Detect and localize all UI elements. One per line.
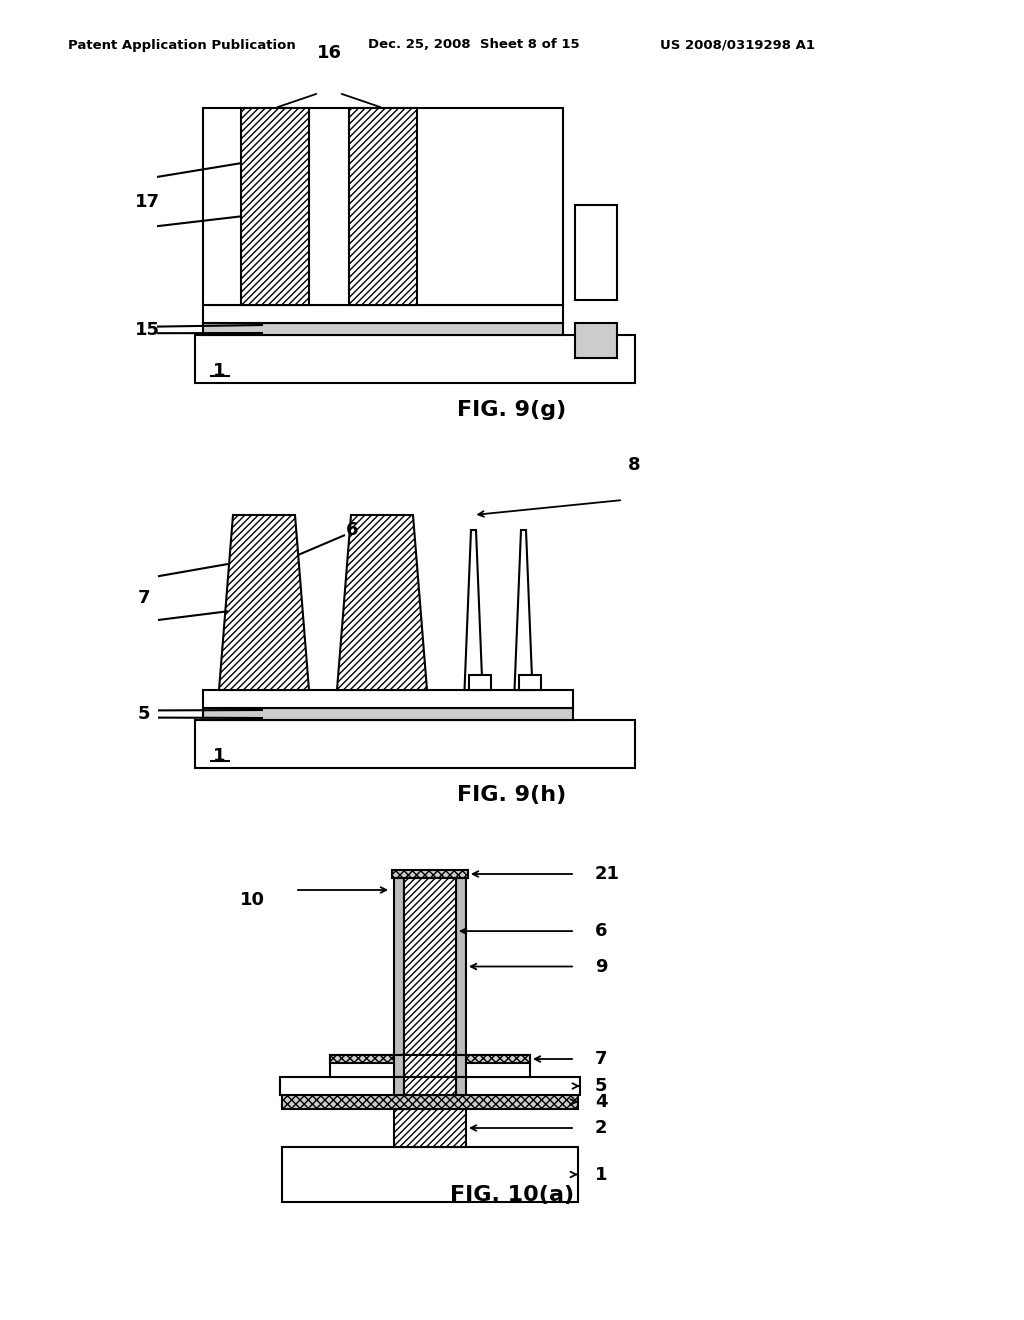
Bar — [203, 108, 563, 305]
Text: 5: 5 — [138, 705, 151, 723]
Text: 7: 7 — [595, 1049, 607, 1068]
Bar — [394, 1077, 404, 1096]
Bar — [469, 675, 490, 690]
Bar — [392, 870, 468, 878]
Bar — [280, 1077, 580, 1096]
Text: 6: 6 — [595, 923, 607, 940]
Polygon shape — [337, 515, 427, 690]
Bar — [195, 719, 635, 768]
Text: 10: 10 — [240, 891, 265, 909]
Bar — [575, 323, 617, 358]
Bar — [349, 108, 417, 305]
Text: 9: 9 — [595, 957, 607, 975]
Bar — [404, 878, 456, 1055]
Bar — [456, 1055, 466, 1077]
Text: FIG. 10(a): FIG. 10(a) — [450, 1185, 574, 1205]
Bar — [195, 335, 635, 383]
Bar — [282, 1147, 578, 1203]
Bar — [203, 323, 563, 335]
Text: 4: 4 — [595, 1093, 607, 1111]
Bar — [203, 690, 573, 708]
Bar — [404, 1055, 456, 1077]
Polygon shape — [465, 531, 482, 690]
Bar — [575, 205, 617, 300]
Text: 6: 6 — [346, 521, 358, 539]
Bar — [404, 1077, 456, 1096]
Bar — [394, 1055, 404, 1077]
Text: FIG. 9(g): FIG. 9(g) — [458, 400, 566, 420]
Polygon shape — [219, 515, 309, 690]
Bar — [330, 1055, 530, 1077]
Bar — [394, 1109, 466, 1147]
Bar — [456, 1077, 466, 1096]
Text: 1: 1 — [595, 1166, 607, 1184]
Bar — [282, 1096, 578, 1109]
Text: 5: 5 — [595, 1077, 607, 1096]
Bar — [241, 108, 309, 305]
Text: Dec. 25, 2008  Sheet 8 of 15: Dec. 25, 2008 Sheet 8 of 15 — [368, 38, 580, 51]
Text: 15: 15 — [135, 321, 160, 339]
Text: 7: 7 — [138, 589, 151, 607]
Text: US 2008/0319298 A1: US 2008/0319298 A1 — [660, 38, 815, 51]
Text: 1: 1 — [213, 362, 225, 380]
Bar — [330, 1055, 530, 1063]
Text: 16: 16 — [316, 44, 341, 62]
Text: Patent Application Publication: Patent Application Publication — [68, 38, 296, 51]
Text: 21: 21 — [595, 865, 620, 883]
Text: 8: 8 — [628, 455, 641, 474]
Text: FIG. 9(h): FIG. 9(h) — [458, 785, 566, 805]
Bar — [394, 878, 404, 1055]
Text: 1: 1 — [213, 747, 225, 766]
Bar — [519, 675, 541, 690]
Bar — [203, 305, 563, 323]
Text: 2: 2 — [595, 1119, 607, 1137]
Bar — [203, 708, 573, 719]
Polygon shape — [514, 531, 532, 690]
Bar — [456, 878, 466, 1055]
Text: 17: 17 — [135, 193, 160, 211]
